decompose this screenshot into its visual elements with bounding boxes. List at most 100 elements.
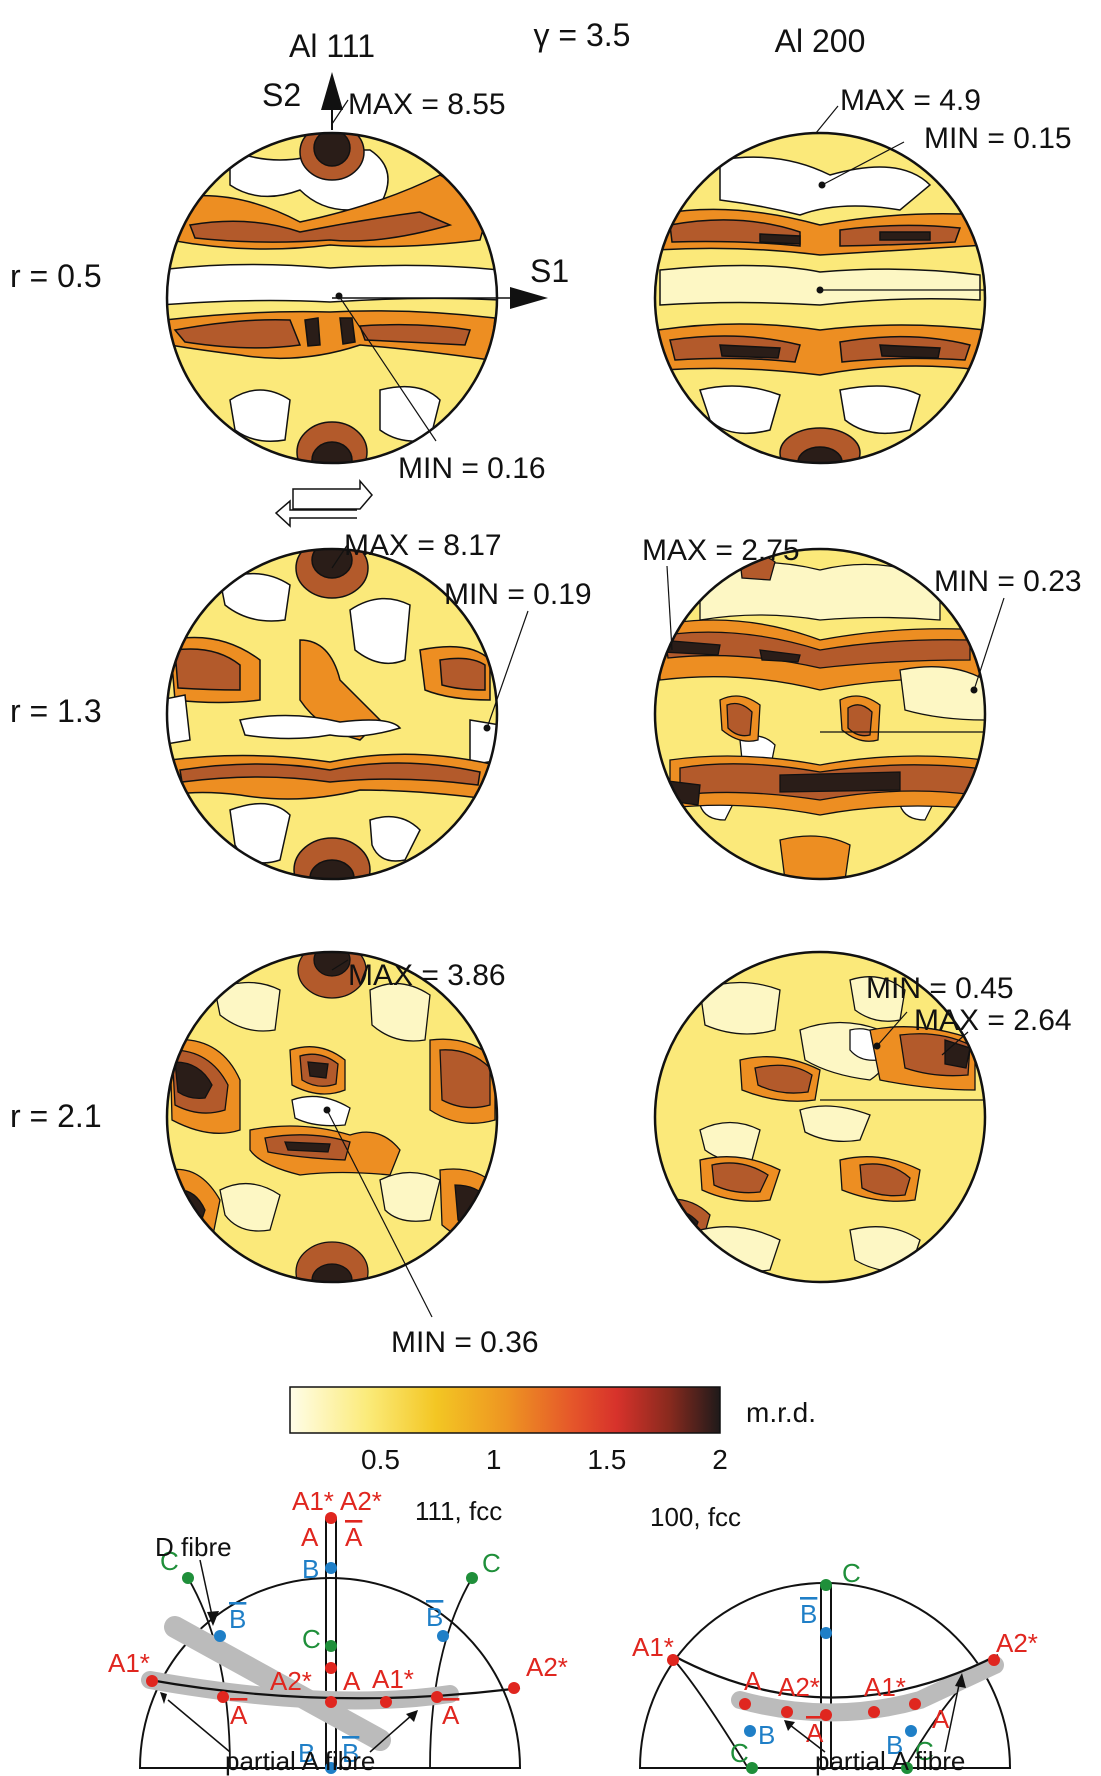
contour-band [171, 1049, 491, 1114]
label-bbar-bottom: B [342, 1738, 359, 1768]
row-label-r05: r = 0.5 [10, 258, 102, 294]
fibre-great-circle [671, 1654, 999, 1699]
pole-figure-outline [165, 950, 499, 1284]
label-a1s-mid: A1* [864, 1672, 906, 1702]
pole-dot-c [325, 1640, 337, 1652]
pole-dot-abar [820, 1709, 832, 1721]
pole-figure-outline [653, 547, 987, 881]
max-label: MAX = 2.75 [642, 534, 800, 567]
contour-band [313, 133, 351, 167]
contour-band [313, 952, 351, 977]
max-leader-line [331, 99, 349, 125]
label-a-left: A [744, 1666, 762, 1696]
pole-dot-a1s-a2s [325, 1512, 337, 1524]
max-leader-line [815, 105, 839, 134]
pole-dot-a1s-left [146, 1675, 158, 1687]
contour-band [179, 762, 481, 786]
max-label: MAX = 8.17 [344, 529, 502, 562]
d-fibre-label: D fibre [155, 1532, 232, 1562]
column-title-al111: Al 111 [289, 28, 375, 64]
row-label-r13: r = 1.3 [10, 693, 102, 729]
min-label: MIN = 0.23 [934, 565, 1082, 598]
contour-band [779, 835, 851, 879]
pole-figure-outline [165, 547, 499, 881]
contour-band [311, 549, 353, 579]
contour-band [167, 694, 497, 766]
label-a2s-right: A2* [526, 1652, 568, 1682]
pole-dot-b-right [905, 1725, 917, 1737]
contour-band [699, 1105, 871, 1162]
min-label: MIN = 0.36 [391, 1326, 539, 1359]
min-label: MIN = 0.15 [924, 122, 1072, 155]
pole-dot-a2s [325, 1662, 337, 1674]
colorbar-tick-label: 2 [712, 1444, 728, 1475]
label-c-right: C [482, 1548, 501, 1578]
contour-band [759, 231, 931, 245]
label-c-bottom-left: C [730, 1738, 749, 1768]
scheme-title: 111, fcc [415, 1496, 502, 1526]
pole-dot-c-bottom-right [901, 1762, 913, 1774]
pole-point-marker [816, 286, 824, 294]
pole-dot-bbar-left [214, 1630, 226, 1642]
label-c-left: C [160, 1546, 179, 1576]
label-b: B [302, 1554, 319, 1584]
pole-dot-b [325, 1562, 337, 1574]
max-leader-line [941, 1031, 969, 1056]
label-a2s-mid: A2* [778, 1672, 820, 1702]
min-leader-line [876, 1011, 908, 1047]
column-title-al200: Al 200 [775, 23, 866, 59]
label-abar-right: A [442, 1700, 460, 1730]
label-a: A [301, 1522, 319, 1552]
pole-dot-a2s-right [988, 1654, 1000, 1666]
contour-band [174, 1061, 213, 1100]
label-b-bottom: B [298, 1738, 315, 1768]
contour-band [214, 981, 441, 1232]
great-circle-right [429, 1577, 473, 1769]
contour-band [229, 385, 441, 442]
scheme-111-fcc: A1* A2* A A B C A2* A A1* C C B B A1* A2… [108, 1486, 568, 1776]
label-c-mid: C [302, 1624, 321, 1654]
partial-a-arrow-left-icon [784, 1720, 795, 1731]
partial-a-leader-left [167, 1699, 231, 1753]
pole-dot-abar-left [217, 1691, 229, 1703]
partial-a-leader-right [944, 1679, 961, 1753]
contour-band [188, 211, 453, 243]
partial-a-arrow-left-icon [160, 1692, 167, 1704]
label-a1s-mid: A1* [372, 1664, 414, 1694]
contour-band [311, 1263, 353, 1282]
label-abar: A [345, 1522, 363, 1552]
label-a2s-top: A2* [340, 1486, 382, 1516]
pole-figure-al111-r05: S1 S2 MIN = 0.16 MAX = 8.55 [165, 72, 569, 528]
partial-a-fibre-label: partial A fibre [225, 1746, 375, 1776]
s2-label: S2 [262, 77, 301, 113]
contour-band [659, 264, 981, 306]
d-fibre-leader [199, 1559, 214, 1621]
label-c-top: C [842, 1558, 861, 1588]
shear-sense-bottom-arrow-icon [274, 499, 357, 528]
label-bbar: B [800, 1599, 817, 1629]
great-circle-left [187, 1577, 231, 1769]
max-label: MAX = 2.64 [914, 1004, 1072, 1037]
s2-arrow-icon [321, 72, 343, 110]
pole-dot-c-top [820, 1579, 832, 1591]
colorbar-ticks: 0.5 1 1.5 2 [361, 1444, 728, 1475]
contour-band [239, 714, 402, 740]
max-label: MAX = 3.86 [348, 959, 506, 992]
contour-band [174, 648, 486, 691]
pole-dot-abar-right [431, 1691, 443, 1703]
contour-band [169, 1038, 496, 1134]
great-circle-left [673, 1659, 749, 1769]
min-label: MIN = 0.19 [444, 578, 592, 611]
partial-a-fibre-label: partial A fibre [815, 1746, 965, 1776]
scheme-100-fcc: C B A1* A2* A A2* A1* A A B B C C 100, f… [632, 1502, 1038, 1776]
label-b-left: B [758, 1720, 775, 1750]
pole-dot-c-left [182, 1572, 194, 1584]
label-a-right: A [932, 1704, 950, 1734]
label-a-mid: A [343, 1666, 361, 1696]
pole-dot-a2s-right [508, 1682, 520, 1694]
pole-figure-al111-r21: MAX = 3.86 MIN = 0.36 [165, 950, 539, 1359]
pole-dot-b-bottom [325, 1762, 337, 1774]
pole-figure-al200-r05: MIN = 0.15 MAX = 4.9 [653, 84, 1072, 465]
d-fibre-band [164, 1616, 391, 1751]
